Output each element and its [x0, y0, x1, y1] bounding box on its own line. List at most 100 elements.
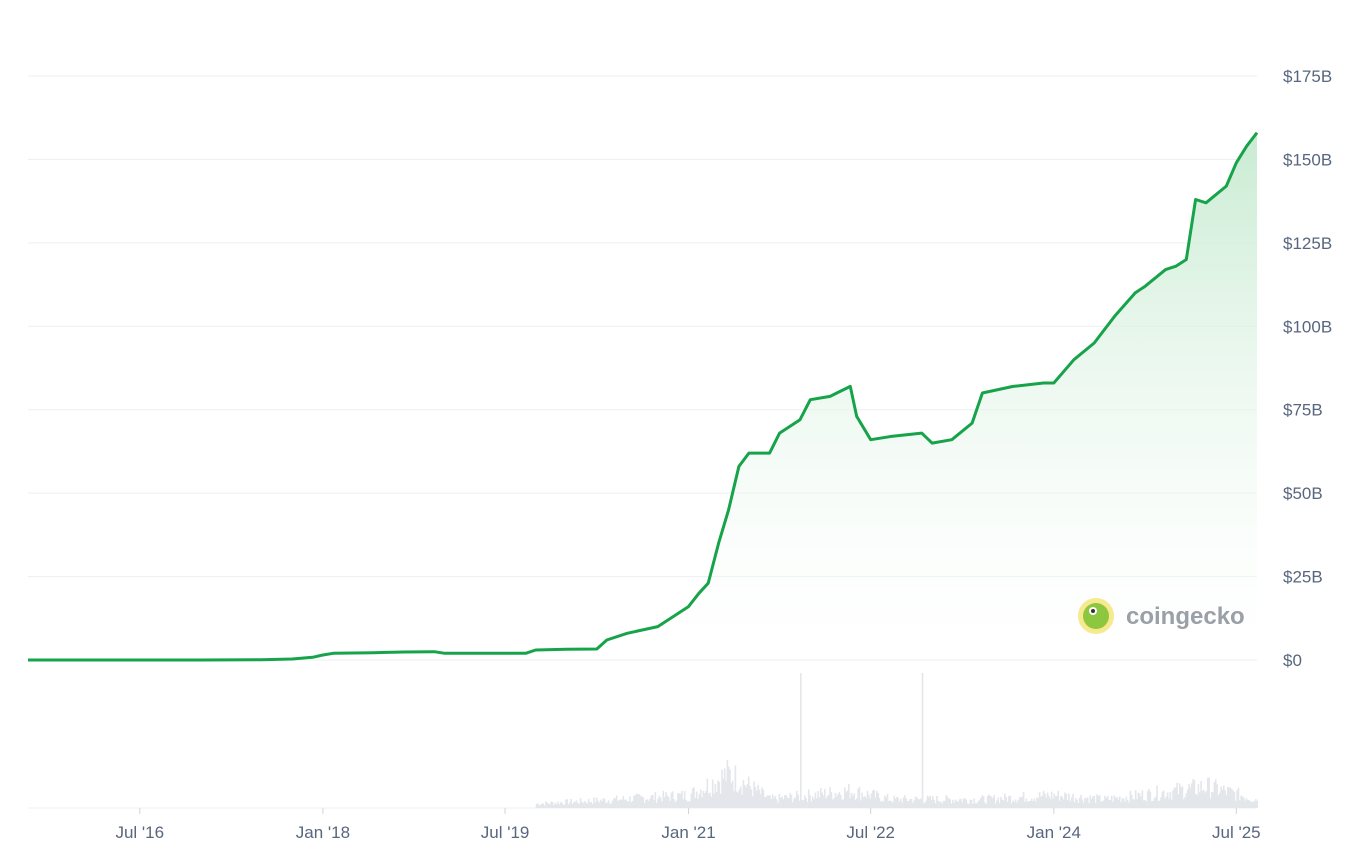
volume-bar [1045, 797, 1048, 808]
volume-bar [566, 799, 569, 808]
volume-bar [1194, 793, 1197, 808]
volume-bar [1076, 799, 1078, 808]
volume-bar [537, 803, 539, 808]
volume-bar [801, 800, 803, 808]
volume-bar [1021, 796, 1024, 808]
volume-bar [1040, 796, 1042, 808]
volume-bar [573, 802, 575, 808]
volume-bar [917, 799, 919, 808]
volume-bar [667, 796, 670, 808]
volume-bar [1150, 801, 1153, 808]
volume-bar [818, 797, 821, 808]
volume-bar [1004, 793, 1006, 808]
volume-bar [1178, 783, 1181, 808]
volume-bar [1124, 801, 1126, 808]
volume-bar [1144, 799, 1146, 808]
volume-bar [1153, 798, 1156, 808]
volume-bar [1068, 793, 1070, 808]
volume-bar [565, 799, 567, 808]
volume-bar [750, 789, 753, 808]
volume-bar [1081, 799, 1084, 808]
volume-bar [1176, 782, 1178, 808]
volume-bar [675, 800, 678, 808]
volume-bar [1177, 794, 1180, 808]
volume-bar [698, 794, 701, 808]
volume-bar [1114, 797, 1117, 808]
volume-bar [1208, 777, 1210, 808]
volume-bar [902, 797, 905, 808]
volume-bar [874, 797, 877, 808]
volume-bar [916, 797, 918, 808]
volume-bar [681, 790, 683, 808]
volume-bar [996, 800, 998, 808]
volume-bar [872, 790, 874, 808]
volume-bar [579, 798, 582, 808]
volume-bar [739, 786, 742, 808]
volume-bar [826, 795, 829, 808]
volume-bar [954, 799, 957, 808]
volume-bar [1000, 797, 1002, 808]
volume-bar [1024, 801, 1026, 808]
volume-bar [811, 796, 814, 808]
volume-bar [1126, 799, 1129, 808]
volume-bar [693, 787, 695, 808]
volume-bar [1236, 790, 1238, 808]
volume-bar [571, 803, 574, 808]
volume-bar [904, 795, 906, 808]
volume-bar [1096, 794, 1098, 808]
volume-bar [1242, 797, 1245, 808]
volume-bar [1168, 798, 1170, 808]
volume-bar [1206, 777, 1209, 808]
volume-bar [1016, 802, 1018, 808]
volume-bar [634, 794, 637, 808]
volume-bar [974, 803, 977, 808]
volume-bar [1088, 803, 1090, 808]
volume-bar [1140, 796, 1142, 808]
area-fill [28, 132, 1257, 660]
volume-bar [972, 803, 974, 808]
x-tick-label: Jul '22 [846, 823, 895, 842]
volume-bar [1186, 789, 1189, 808]
volume-bar [1052, 798, 1054, 808]
volume-bar [1154, 796, 1157, 808]
volume-bar [866, 791, 869, 808]
volume-bar [830, 792, 833, 808]
volume-bar [941, 803, 944, 808]
volume-bar [729, 769, 731, 808]
volume-bar [562, 804, 565, 808]
volume-bar [819, 788, 822, 808]
volume-bar [778, 793, 781, 808]
volume-bar [615, 795, 618, 808]
volume-bar [589, 802, 591, 808]
series-line [28, 131, 1259, 662]
volume-bar [813, 799, 815, 808]
volume-bar [1056, 795, 1058, 808]
volume-bar [653, 799, 655, 808]
volume-bar [709, 792, 711, 808]
volume-bar [1085, 798, 1088, 808]
volume-bar [781, 796, 783, 808]
volume-bar [1217, 795, 1220, 808]
volume-bar [655, 802, 658, 808]
volume-bar [551, 802, 554, 808]
volume-bar [549, 804, 551, 808]
volume-bar [1192, 779, 1194, 808]
volume-bar [609, 803, 611, 808]
volume-bar [990, 796, 993, 808]
volume-bar [946, 796, 949, 808]
volume-bar [755, 791, 758, 808]
volume-bar [595, 797, 598, 808]
volume-bar [767, 795, 770, 808]
volume-bar [1053, 793, 1056, 808]
volume-bar [960, 798, 962, 808]
volume-bar [825, 798, 827, 808]
volume-bar [1036, 797, 1038, 808]
volume-bar [965, 799, 968, 808]
volume-bar [993, 794, 996, 808]
volume-bar [567, 804, 570, 808]
volume-bar [976, 803, 978, 808]
volume-bar [1245, 798, 1248, 808]
volume-bar [1122, 798, 1125, 808]
volume-bar [710, 796, 713, 808]
